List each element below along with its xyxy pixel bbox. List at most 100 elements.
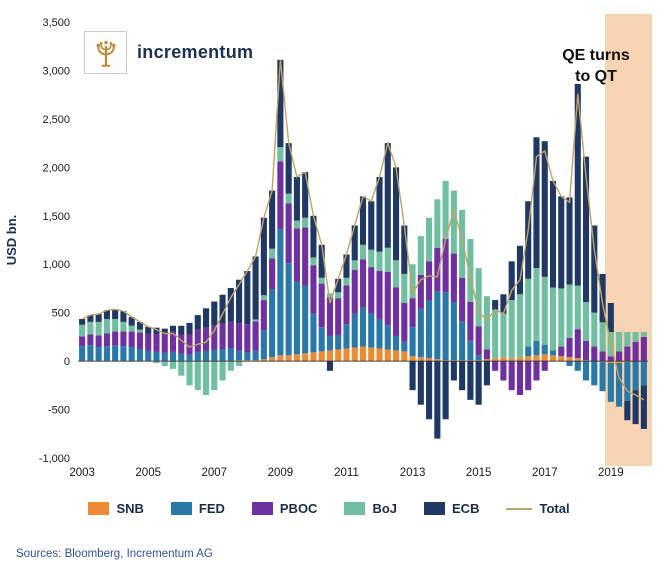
bar-segment-fed (227, 348, 234, 361)
bar-segment-boj (541, 276, 548, 345)
bar-segment-boj (95, 321, 102, 336)
bar-segment-boj (343, 277, 350, 286)
bar-segment-ecb (376, 177, 383, 252)
bar-segment-boj (516, 294, 524, 358)
bar-segment-pboc (434, 247, 441, 292)
bar-segment-fed (293, 281, 300, 355)
bar-segment-snb (318, 351, 325, 362)
bar-segment-boj (211, 361, 218, 391)
bar-segment-pboc (508, 361, 515, 391)
bar-segment-boj (434, 199, 441, 248)
bar-segment-boj (574, 285, 581, 330)
bar-segment-boj (525, 278, 532, 347)
bar-segment-boj (624, 332, 631, 347)
bar-segment-pboc (169, 331, 177, 352)
legend-swatch-snb (88, 502, 110, 515)
bar-segment-snb (310, 352, 317, 362)
bar-segment-pboc (161, 333, 168, 353)
bar-segment-pboc (368, 267, 375, 314)
bar-segment-ecb (483, 361, 490, 386)
bar-segment-ecb (351, 225, 358, 261)
bar-segment-pboc (343, 285, 350, 325)
bar-segment-pboc (558, 346, 565, 357)
bar-segment-ecb (178, 325, 185, 335)
bar-segment-boj (500, 313, 507, 358)
bar-segment-boj (426, 217, 433, 262)
bar-segment-pboc (186, 334, 193, 355)
bar-segment-ecb (186, 322, 193, 335)
y-tick-label: -500 (48, 405, 70, 417)
bar-segment-fed (549, 350, 557, 356)
bar-segment-fed (244, 352, 251, 361)
bar-segment-fed (409, 327, 416, 357)
bar-segment-ecb (467, 361, 474, 400)
bar-segment-pboc (310, 265, 317, 314)
bar-segment-pboc (285, 203, 292, 264)
bar-segment-fed (566, 361, 573, 366)
bar-segment-fed (112, 345, 119, 361)
total-line (81, 59, 645, 401)
bar-segment-pboc (640, 336, 647, 362)
bar-segment-pboc (202, 327, 210, 351)
legend-item-boj: BoJ (344, 501, 397, 516)
bar-segment-boj (169, 361, 177, 369)
bar-segment-boj (260, 295, 267, 301)
bar-segment-boj (318, 277, 325, 284)
legend-label-ecb: ECB (452, 501, 480, 516)
bar-segment-fed (79, 346, 86, 361)
bar-segment-ecb (227, 287, 234, 322)
bar-segment-pboc (277, 161, 284, 230)
bar-segment-fed (384, 325, 391, 350)
y-tick-label: 0 (64, 356, 70, 368)
bar-segment-pboc (103, 333, 110, 347)
bar-segment-boj (508, 300, 515, 359)
incrementum-logo: incrementum (84, 31, 253, 74)
bar-segment-pboc (351, 270, 358, 314)
bar-segment-snb (368, 347, 375, 362)
bar-segment-pboc (318, 283, 325, 328)
bar-segment-pboc (591, 346, 598, 362)
bar-segment-snb (401, 351, 408, 362)
bar-segment-snb (260, 359, 267, 362)
bar-segment-boj (533, 268, 540, 341)
brand-name: incrementum (137, 42, 254, 62)
x-tick-label: 2007 (202, 467, 228, 479)
bar-segment-ecb (194, 315, 201, 330)
bar-segment-pboc (95, 335, 102, 348)
bar-segment-ecb (500, 294, 507, 314)
legend-item-ecb: ECB (424, 501, 479, 516)
legend-label-total: Total (539, 501, 570, 516)
y-tick-label: 1,000 (42, 259, 70, 271)
bar-segment-ecb (145, 326, 152, 334)
bar-segment-pboc (475, 326, 482, 356)
bar-segment-pboc (574, 329, 581, 359)
bar-segment-pboc (153, 333, 160, 352)
bar-segment-fed (343, 324, 350, 349)
bar-segment-boj (492, 309, 499, 359)
bar-segment-boj (219, 361, 226, 381)
bar-segment-fed (326, 335, 334, 351)
bar-segment-fed (640, 361, 647, 386)
bar-segment-boj (112, 318, 119, 332)
bar-segment-pboc (500, 361, 507, 381)
bar-segment-ecb (211, 301, 218, 326)
bar-segment-ecb (136, 321, 144, 330)
bar-segment-boj (302, 217, 309, 228)
bar-segment-ecb (260, 217, 267, 296)
bar-segment-ecb (566, 197, 573, 285)
bar-segment-pboc (384, 271, 391, 326)
bar-segment-ecb (426, 361, 433, 420)
bar-segment-snb (409, 356, 416, 362)
bar-segment-ecb (516, 245, 524, 295)
bar-segment-fed (277, 229, 284, 356)
bar-segment-fed (368, 313, 375, 348)
x-tick-label: 2011 (334, 467, 359, 479)
bar-segment-boj (450, 190, 457, 254)
bar-segment-boj (269, 248, 276, 259)
bar-segment-fed (450, 302, 457, 361)
y-axis-title: USD bn. (4, 215, 19, 266)
bar-segment-ecb (632, 390, 639, 425)
bar-segment-pboc (112, 331, 119, 346)
x-tick-label: 2009 (268, 467, 294, 479)
